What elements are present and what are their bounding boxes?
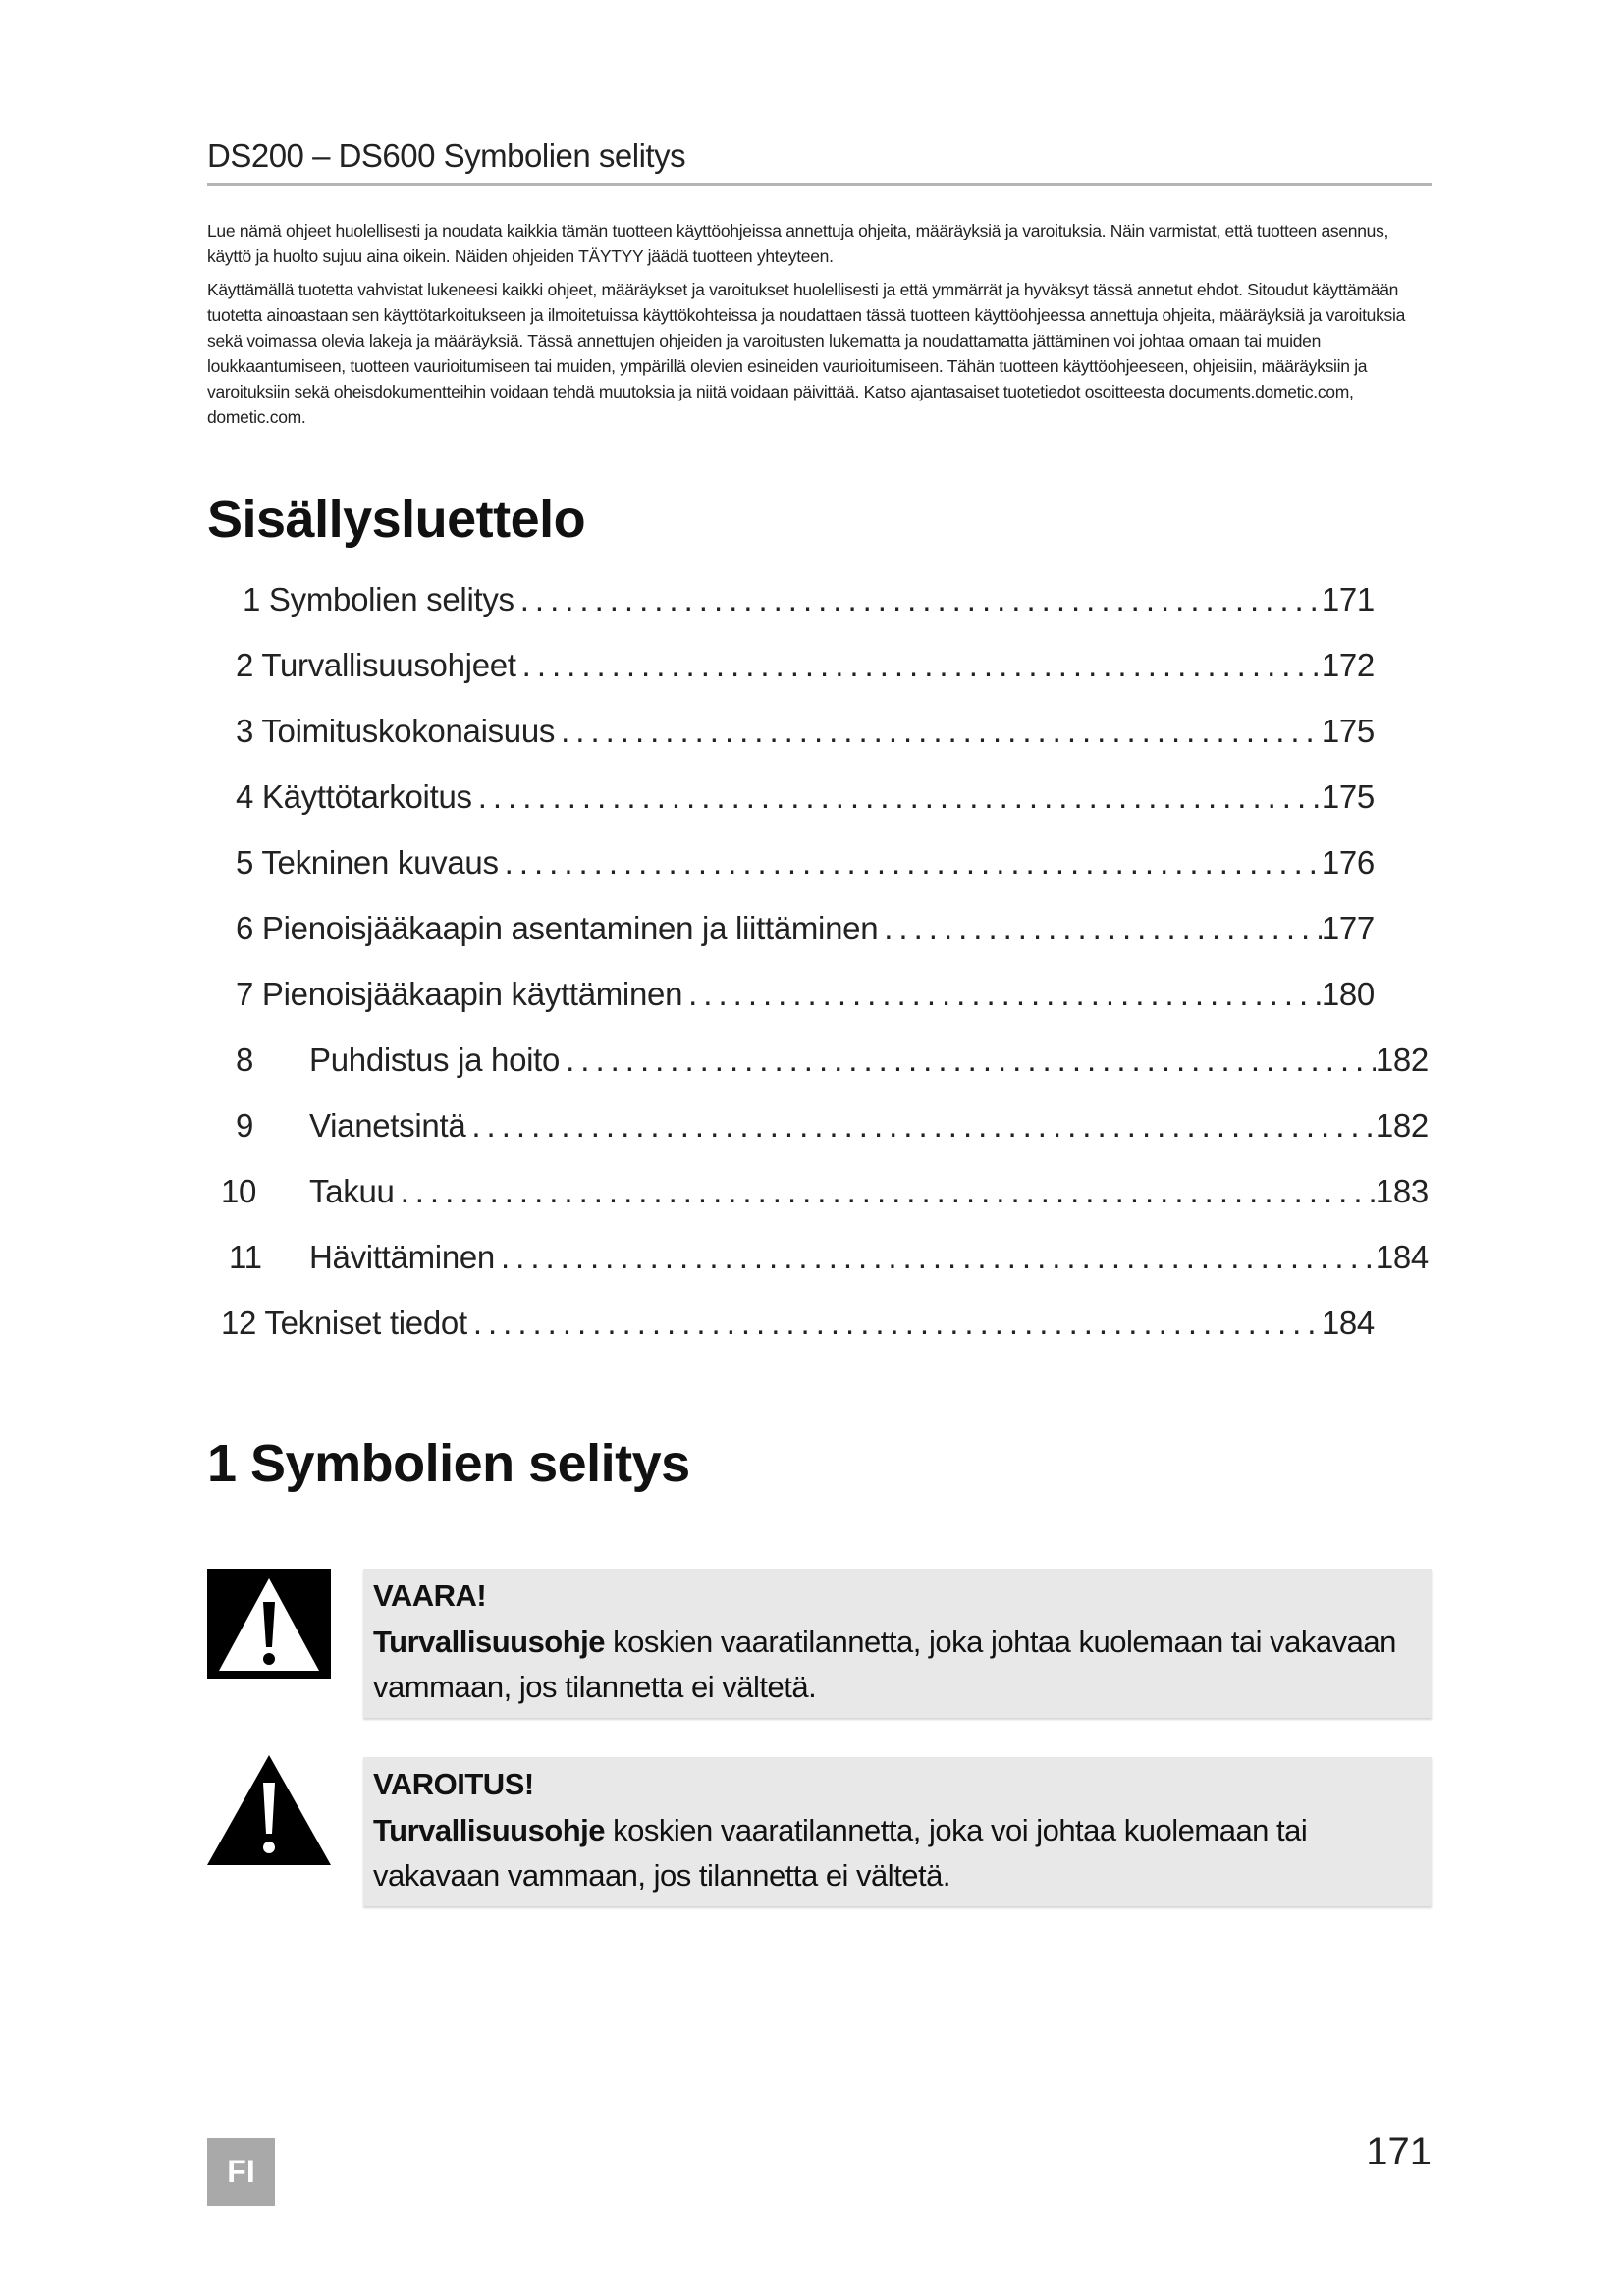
notice-title: VAROITUS! [373, 1767, 534, 1801]
notice-body: koskien vaaratilannetta, joka voi johtaa… [373, 1813, 1308, 1893]
toc-entry-label: 7 Pienoisjääkaapin käyttäminen [236, 976, 683, 1012]
toc-entry[interactable]: 12 Tekniset tiedot......................… [221, 1305, 1375, 1342]
toc-dot-leader: ........................................… [561, 713, 1322, 749]
toc-entry[interactable]: 11 Hävittäminen..........................… [229, 1239, 1429, 1276]
notice-bold: Turvallisuusohje [373, 1625, 606, 1659]
toc-entry[interactable]: 3 Toimituskokonaisuus...................… [236, 713, 1375, 750]
toc-entry-label: 3 Toimituskokonaisuus [236, 713, 556, 749]
toc-entry[interactable]: 4 Käyttötarkoitus.......................… [236, 778, 1375, 816]
notice-text: Turvallisuusohje koskien vaaratilannetta… [373, 1808, 1414, 1898]
toc-dot-leader: ........................................… [400, 1173, 1376, 1209]
toc-dot-leader: ........................................… [519, 581, 1322, 617]
language-badge: FI [207, 2138, 275, 2206]
toc-entry-label: Vianetsintä [309, 1107, 466, 1144]
danger-warning-triangle-icon [207, 1569, 331, 1679]
notice-title: VAARA! [373, 1578, 487, 1613]
toc-entry-label: Puhdistus ja hoito [309, 1041, 561, 1078]
toc-title: Sisällysluettelo [207, 490, 586, 549]
toc-entry[interactable]: 7 Pienoisjääkaapin käyttäminen..........… [236, 976, 1375, 1013]
toc-dot-leader: ........................................… [472, 1305, 1322, 1341]
toc-entry[interactable]: 8 Puhdistus ja hoito.....................… [236, 1041, 1429, 1079]
intro-paragraph: Käyttämällä tuotetta vahvistat lukeneesi… [207, 280, 1406, 427]
toc-entry-number: 11 [229, 1239, 262, 1275]
toc-entry-page: 180 [1321, 976, 1375, 1012]
toc-dot-leader: ........................................… [501, 1239, 1376, 1275]
toc-entry[interactable]: 10 Takuu.................................… [221, 1173, 1429, 1210]
toc-entry-page: 177 [1321, 910, 1375, 946]
toc-entry-label: 1 Symbolien selitys [243, 581, 514, 617]
toc-entry-page: 172 [1321, 647, 1375, 683]
notice-body: koskien vaaratilannetta, joka johtaa kuo… [373, 1625, 1396, 1704]
toc-entry-label: Takuu [309, 1173, 395, 1209]
toc-dot-leader: ........................................… [521, 647, 1322, 683]
toc-entry[interactable]: 5 Tekninen kuvaus.......................… [236, 844, 1375, 881]
intro-paragraph: Lue nämä ohjeet huolellisesti ja noudata… [207, 221, 1389, 266]
toc-dot-leader: ........................................… [504, 844, 1322, 881]
toc-entry-page: 182 [1375, 1041, 1429, 1078]
header-divider [207, 183, 1432, 186]
toc-entry-label: 6 Pienoisjääkaapin asentaminen ja liittä… [236, 910, 879, 946]
toc-entry-page: 183 [1375, 1173, 1429, 1209]
toc-entry[interactable]: 2 Turvallisuusohjeet....................… [236, 647, 1375, 684]
toc-entry-page: 182 [1375, 1107, 1429, 1144]
toc-entry-page: 176 [1321, 844, 1375, 881]
toc-entry[interactable]: 6 Pienoisjääkaapin asentaminen ja liittä… [236, 910, 1375, 947]
toc-dot-leader: ........................................… [688, 976, 1322, 1012]
toc-entry-page: 184 [1375, 1239, 1429, 1275]
warning-notice: VAROITUS! Turvallisuusohje koskien vaara… [363, 1757, 1432, 1906]
toc-dot-leader: ........................................… [566, 1041, 1376, 1078]
toc-entry-page: 184 [1321, 1305, 1375, 1341]
toc-entry-number: 9 [236, 1107, 254, 1144]
toc-entry-page: 171 [1321, 581, 1375, 617]
toc-entry-label: 5 Tekninen kuvaus [236, 844, 499, 881]
section-heading: 1 Symbolien selitys [207, 1434, 690, 1493]
danger-notice: VAARA! Turvallisuusohje koskien vaaratil… [363, 1569, 1432, 1718]
toc-entry-number: 10 [221, 1173, 257, 1209]
toc-entry-label: Hävittäminen [309, 1239, 495, 1275]
toc-entry-label: 12 Tekniset tiedot [221, 1305, 467, 1341]
toc-entry-page: 175 [1321, 713, 1375, 749]
toc-entry[interactable]: 1 Symbolien selitys.....................… [243, 581, 1375, 618]
toc-dot-leader: ........................................… [884, 910, 1322, 946]
page-header-title: DS200 – DS600 Symbolien selitys [207, 137, 686, 174]
notice-bold: Turvallisuusohje [373, 1813, 606, 1847]
toc-entry-number: 8 [236, 1041, 254, 1078]
toc-dot-leader: ........................................… [477, 778, 1322, 815]
toc-entry-page: 175 [1321, 778, 1375, 815]
toc-entry-label: 4 Käyttötarkoitus [236, 778, 472, 815]
toc-dot-leader: ........................................… [471, 1107, 1375, 1144]
page-number: 171 [1366, 2130, 1432, 2173]
toc-entry-label: 2 Turvallisuusohjeet [236, 647, 516, 683]
toc-entry[interactable]: 9 Vianetsintä............................… [236, 1107, 1429, 1145]
warning-triangle-icon [207, 1755, 331, 1865]
notice-text: Turvallisuusohje koskien vaaratilannetta… [373, 1620, 1414, 1710]
